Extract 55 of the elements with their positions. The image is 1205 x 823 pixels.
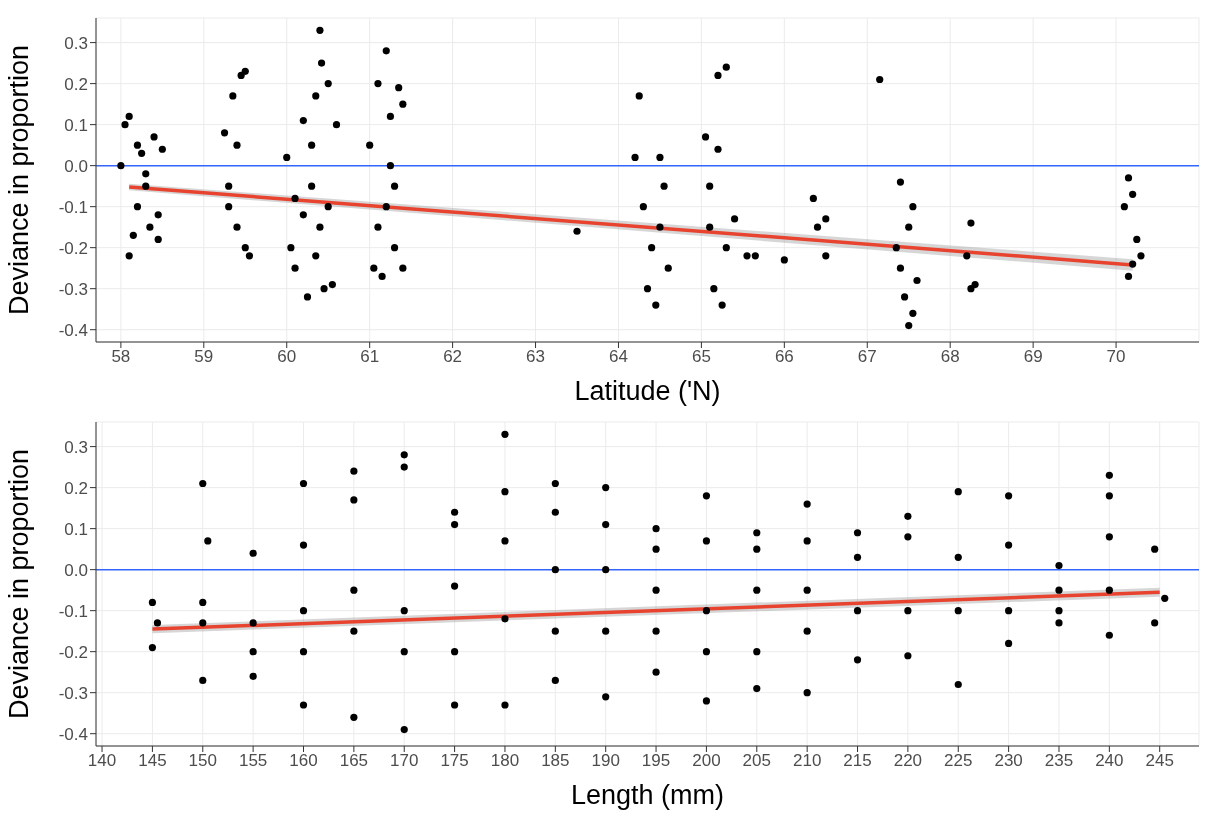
x-tick-label: 150	[188, 751, 217, 771]
x-tick-label: 61	[360, 347, 380, 367]
x-tick-label: 240	[1095, 751, 1124, 771]
x-tick-label: 195	[641, 751, 671, 771]
x-axis-title: Latitude ('N)	[574, 376, 721, 406]
x-tick-label: 145	[138, 751, 167, 771]
x-tick-label: 170	[390, 751, 419, 771]
y-tick-label: 0.1	[64, 115, 88, 135]
x-tick-label: 60	[277, 347, 297, 367]
x-tick-label: 155	[238, 751, 268, 771]
x-tick-label: 225	[944, 751, 973, 771]
x-tick-label: 160	[289, 751, 318, 771]
y-tick-label: -0.2	[58, 642, 88, 662]
x-tick-label: 235	[1044, 751, 1074, 771]
x-tick-label: 220	[893, 751, 923, 771]
x-tick-label: 200	[692, 751, 721, 771]
x-tick-label: 59	[194, 347, 214, 367]
x-tick-label: 215	[843, 751, 872, 771]
x-tick-label: 245	[1145, 751, 1174, 771]
y-tick-label: 0.0	[64, 156, 88, 176]
y-tick-label: -0.3	[58, 279, 88, 299]
x-tick-label: 190	[591, 751, 620, 771]
x-tick-label: 58	[111, 347, 131, 367]
y-tick-label: -0.1	[58, 197, 88, 217]
x-tick-label: 70	[1106, 347, 1126, 367]
y-axis-title: Deviance in proportion	[3, 448, 34, 720]
x-tick-label: 205	[742, 751, 771, 771]
x-tick-label: 65	[691, 347, 711, 367]
y-axis-title: Deviance in proportion	[3, 44, 34, 316]
y-tick-label: -0.4	[58, 320, 88, 340]
y-tick-label: 0.2	[64, 74, 88, 94]
x-tick-label: 175	[440, 751, 469, 771]
y-tick-label: -0.1	[58, 601, 88, 621]
x-tick-label: 66	[774, 347, 794, 367]
x-tick-label: 62	[443, 347, 463, 367]
y-tick-label: 0.3	[64, 33, 88, 53]
x-tick-label: 64	[609, 347, 628, 367]
x-tick-label: 67	[857, 347, 877, 367]
y-tick-label: -0.2	[58, 238, 88, 258]
y-tick-label: -0.3	[58, 683, 88, 703]
x-tick-label: 165	[339, 751, 369, 771]
x-axis-title: Length (mm)	[570, 780, 725, 810]
x-tick-label: 63	[526, 347, 545, 367]
x-tick-label: 210	[792, 751, 822, 771]
y-tick-label: 0.3	[64, 437, 88, 457]
x-tick-label: 69	[1023, 347, 1043, 367]
x-tick-label: 185	[541, 751, 570, 771]
x-tick-label: 140	[87, 751, 117, 771]
x-tick-label: 230	[994, 751, 1023, 771]
y-tick-label: 0.0	[64, 560, 88, 580]
x-tick-label: 68	[940, 347, 960, 367]
y-tick-label: -0.4	[58, 724, 88, 744]
y-tick-label: 0.1	[64, 519, 88, 539]
x-tick-label: 180	[490, 751, 520, 771]
y-tick-label: 0.2	[64, 478, 88, 498]
